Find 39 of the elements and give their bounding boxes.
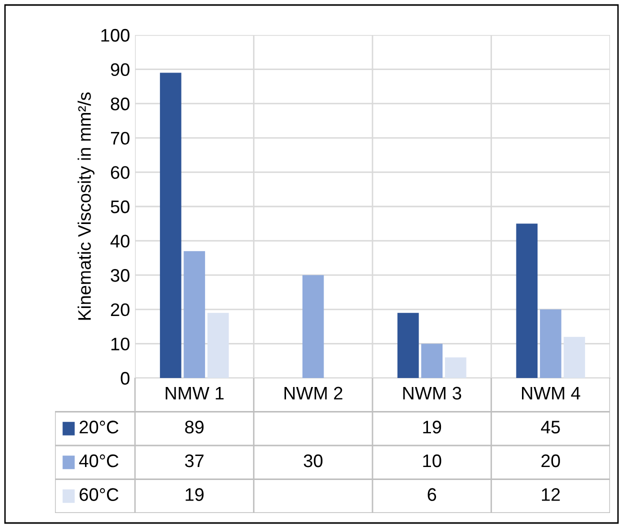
bar [397, 312, 419, 378]
y-tick-label: 40 [110, 234, 130, 248]
bar [302, 275, 324, 378]
bar [421, 344, 443, 378]
y-axis-title: Kinematic Viscosity in mm²/s [78, 92, 94, 320]
data-label: 6 [428, 488, 436, 501]
y-tick-label: 80 [110, 98, 130, 110]
y-tick-label: 100 [101, 28, 130, 42]
x-tick-label: NWM 2 [284, 386, 342, 400]
y-tick-label: 90 [110, 63, 130, 76]
bar [184, 251, 206, 378]
bar [564, 336, 586, 378]
data-label: 19 [423, 420, 442, 434]
legend-label: 20°C [80, 420, 118, 434]
data-label: 37 [185, 454, 204, 468]
data-label: 10 [423, 454, 442, 468]
bar [207, 312, 229, 378]
y-tick-label: 60 [110, 166, 130, 179]
y-tick-label: 20 [110, 303, 130, 316]
data-label: 45 [541, 420, 560, 434]
y-tick-label: 50 [110, 200, 130, 214]
data-label: 20 [541, 454, 560, 468]
y-tick-label: 30 [110, 269, 130, 282]
bar [540, 309, 562, 378]
x-tick-label: NWM 3 [403, 386, 462, 400]
data-label: 19 [186, 488, 204, 501]
legend-label: 60°C [80, 488, 118, 501]
data-label: 30 [304, 454, 322, 468]
y-tick-label: 0 [120, 372, 130, 385]
y-tick-label: 10 [111, 338, 130, 350]
legend-label: 40°C [79, 454, 118, 468]
data-label: 89 [185, 420, 204, 434]
x-tick-label: NMW 1 [166, 386, 224, 400]
data-label: 12 [542, 488, 560, 501]
bar [444, 357, 466, 378]
bar [516, 224, 538, 378]
bar [160, 72, 182, 378]
x-tick-label: NWM 4 [522, 386, 580, 400]
y-tick-label: 70 [110, 132, 130, 145]
